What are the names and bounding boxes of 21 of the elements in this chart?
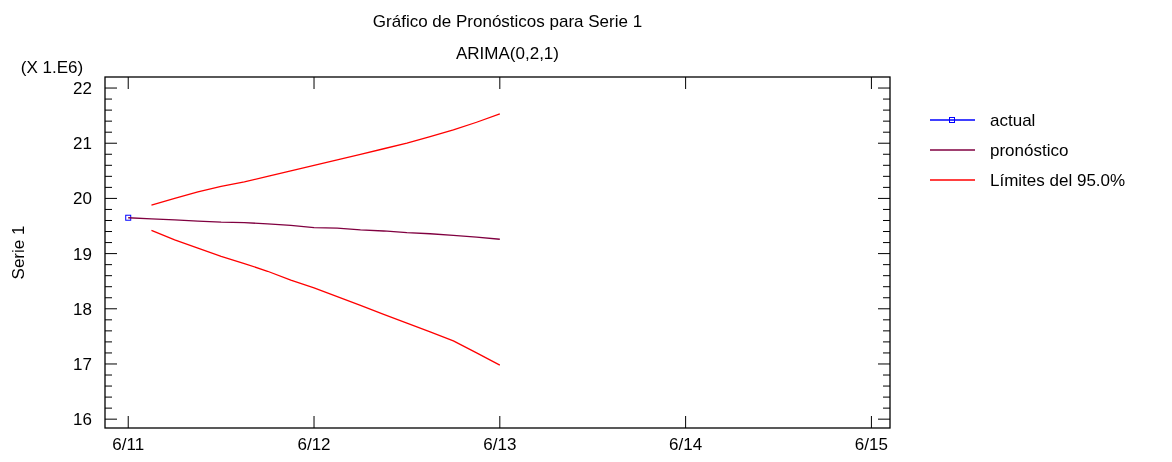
y-tick-label: 16 — [73, 410, 92, 430]
chart-title: Gráfico de Pronósticos para Serie 1 — [372, 12, 643, 31]
y-tick-label: 19 — [73, 244, 92, 264]
y-tick-label: 18 — [73, 299, 92, 319]
line-series — [150, 229, 501, 366]
legend-label: Límites del 95.0% — [990, 171, 1126, 190]
text: (X 1.E6) — [20, 58, 84, 77]
x-tick-label: 6/11 — [112, 435, 145, 454]
y-tick-label: 22 — [73, 79, 92, 99]
y-tick-label: 20 — [73, 189, 92, 209]
x-tick-label: 6/13 — [483, 435, 517, 454]
y-tick-label: 17 — [73, 354, 92, 374]
x-tick-label: 6/14 — [669, 435, 703, 454]
x-tick-label: 6/12 — [297, 435, 331, 454]
x-tick-label: 6/15 — [854, 435, 888, 454]
y-axis-title: Serie 1 — [9, 225, 28, 280]
line-series — [150, 113, 501, 206]
chart-subtitle: ARIMA(0,2,1) — [456, 44, 559, 63]
legend-label: pronóstico — [990, 141, 1069, 160]
y-tick-label: 21 — [73, 134, 92, 154]
legend-label: actual — [990, 111, 1036, 130]
